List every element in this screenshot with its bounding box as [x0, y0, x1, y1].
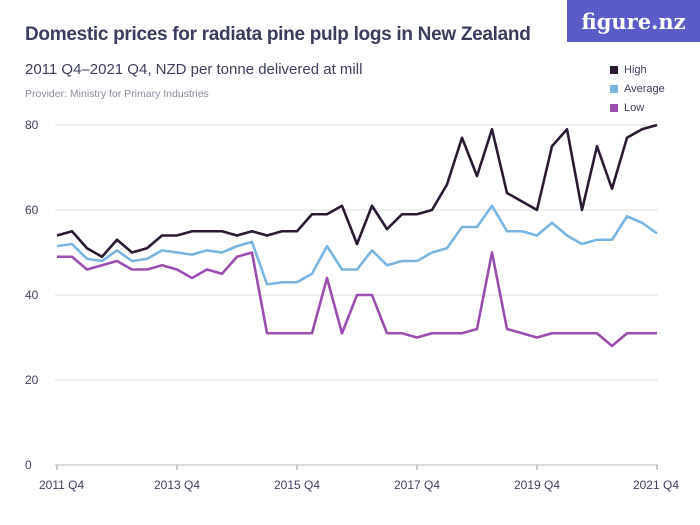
legend: High Average Low: [610, 60, 665, 117]
legend-swatch: [610, 65, 618, 74]
legend-label: High: [624, 63, 647, 76]
x-tick-label: 2015 Q4: [274, 478, 320, 492]
series-line-average: [56, 204, 658, 286]
legend-swatch: [610, 84, 618, 93]
legend-item-high: High: [610, 60, 665, 79]
y-tick-label: 0: [25, 458, 32, 472]
legend-swatch: [610, 103, 618, 112]
chart-title: Domestic prices for radiata pine pulp lo…: [25, 24, 531, 45]
x-tick-label: 2021 Q4: [633, 478, 679, 492]
y-tick-label: 40: [25, 288, 39, 302]
legend-item-average: Average: [610, 79, 665, 98]
legend-label: Low: [624, 101, 645, 114]
x-tick-label: 2019 Q4: [514, 478, 560, 492]
figure-nz-logo[interactable]: figure.nz: [567, 0, 700, 42]
x-tick-label: 2017 Q4: [394, 478, 440, 492]
x-tick-label: 2013 Q4: [154, 478, 200, 492]
chart-subtitle: 2011 Q4–2021 Q4, NZD per tonne delivered…: [25, 61, 363, 78]
x-tick-label: 2011 Q4: [39, 478, 84, 492]
y-tick-label: 60: [25, 203, 39, 217]
legend-label: Average: [624, 82, 665, 95]
series-line-low: [57, 251, 657, 348]
y-tick-label: 80: [25, 118, 39, 132]
series-line-high: [56, 123, 658, 259]
legend-item-low: Low: [610, 98, 665, 117]
chart-provider: Provider: Ministry for Primary Industrie…: [25, 88, 209, 100]
y-tick-label: 20: [25, 373, 39, 387]
